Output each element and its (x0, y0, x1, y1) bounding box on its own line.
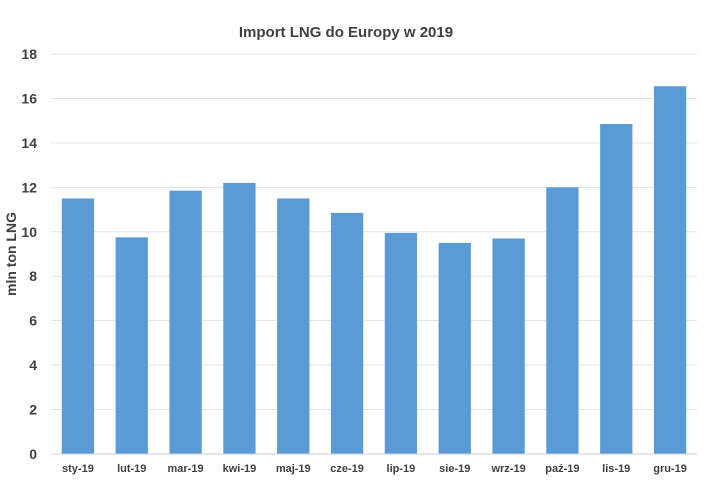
gridlines (51, 53, 697, 411)
y-tick-label: 10 (21, 224, 37, 240)
y-tick-label: 0 (29, 446, 37, 462)
bar-cze-19 (330, 212, 364, 454)
x-tick-label: lut-19 (117, 463, 146, 475)
y-tick-label: 8 (29, 268, 37, 284)
bar-paź-19 (546, 187, 579, 455)
bar-lut-19 (115, 237, 148, 454)
x-tick-label: lip-19 (387, 463, 416, 475)
chart-title: Import LNG do Europy w 2019 (239, 24, 453, 41)
x-tick-label: maj-19 (276, 463, 311, 475)
bar-lis-19 (600, 124, 633, 454)
x-tick-label: cze-19 (330, 463, 364, 475)
x-axis-ticks: sty-19 lut-19 mar-19 kwi-19 maj-19 cze-19 lip-… (62, 463, 687, 475)
bar-gru-19 (653, 86, 687, 454)
bar-lip-19 (384, 232, 418, 454)
y-tick-label: 14 (21, 135, 37, 151)
y-tick-label: 12 (21, 179, 37, 195)
y-tick-label: 6 (29, 313, 37, 329)
y-axis-ticks: 0 2 4 6 8 10 12 14 16 18 (21, 46, 37, 462)
y-tick-label: 18 (21, 46, 37, 62)
y-tick-label: 2 (29, 402, 37, 418)
bar-kwi-19 (223, 182, 256, 454)
bar-sty-19 (61, 198, 95, 454)
x-tick-label: wrz-19 (490, 463, 525, 475)
bars (61, 86, 687, 455)
bar-sie-19 (438, 242, 471, 454)
y-axis-label: mln ton LNG (3, 212, 19, 296)
x-tick-label: sie-19 (439, 463, 470, 475)
bar-wrz-19 (492, 238, 525, 454)
bar-mar-19 (169, 190, 202, 454)
x-tick-label: sty-19 (62, 463, 94, 475)
bar-maj-19 (277, 198, 310, 454)
x-tick-label: mar-19 (168, 463, 204, 475)
y-tick-label: 4 (29, 357, 37, 373)
y-tick-label: 16 (21, 90, 37, 106)
x-tick-label: kwi-19 (223, 463, 257, 475)
x-tick-label: gru-19 (653, 463, 687, 475)
x-tick-label: paź-19 (545, 463, 579, 475)
x-tick-label: lis-19 (602, 463, 630, 475)
